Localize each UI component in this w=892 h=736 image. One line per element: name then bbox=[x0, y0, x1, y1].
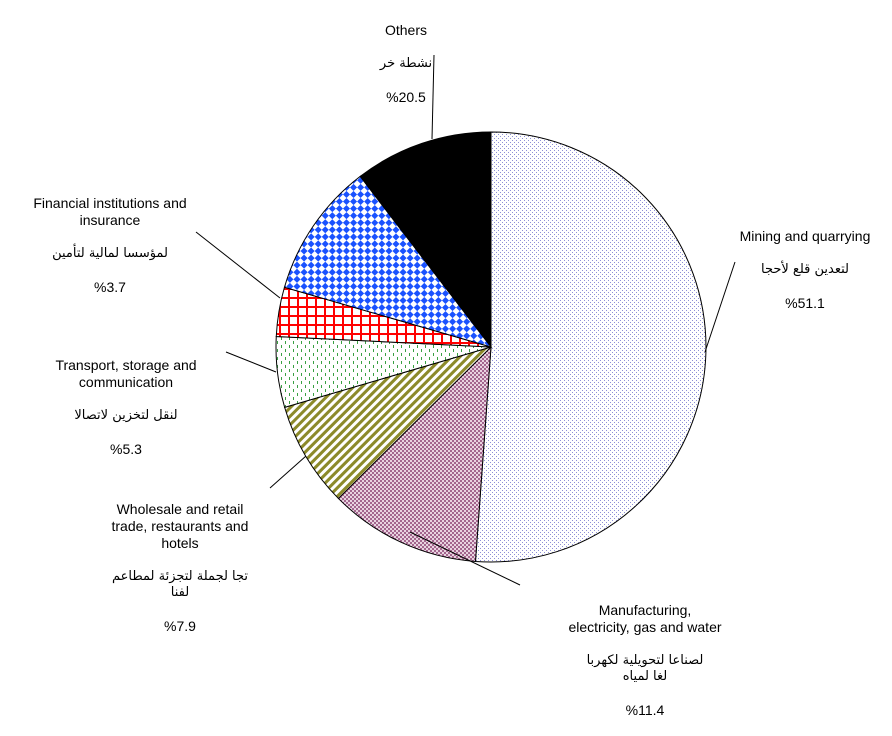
slice-blue bbox=[283, 175, 493, 348]
label-ar: لمؤسسا لمالية لتأمين bbox=[52, 246, 168, 261]
leader-line-1 bbox=[409, 531, 521, 586]
slice-others bbox=[359, 131, 492, 349]
label-percent: %11.4 bbox=[625, 702, 665, 718]
slice-label-wholesale: Wholesale and retail trade, restaurants … bbox=[80, 484, 280, 652]
label-percent: %20.5 bbox=[386, 89, 426, 105]
label-en: Transport, storage and communication bbox=[55, 357, 197, 390]
slice-label-transport: Transport, storage and communication لنق… bbox=[26, 340, 226, 475]
pie-slices bbox=[275, 131, 707, 563]
label-en: Manufacturing, electricity, gas and wate… bbox=[568, 602, 722, 635]
leader-line-4 bbox=[195, 231, 281, 299]
label-en: Financial institutions and insurance bbox=[33, 195, 187, 228]
label-ar: تجا لجملة لتجزئة لمطاعم لفنا bbox=[111, 569, 249, 600]
label-ar: نشطة خر bbox=[379, 56, 433, 71]
slice-mining bbox=[474, 131, 707, 563]
label-ar: لصناعا لتحويلية لكهربا لغا لمياه bbox=[586, 653, 704, 684]
slice-manufacturing bbox=[337, 345, 492, 562]
slice-label-others: Others نشطة خر %20.5 bbox=[334, 5, 478, 123]
leader-lines bbox=[195, 54, 736, 586]
slice-label-financial: Financial institutions and insurance لمؤ… bbox=[4, 178, 216, 313]
label-ar: لتعدين قلع لأحجا bbox=[761, 262, 849, 277]
leader-line-2 bbox=[269, 455, 307, 489]
label-percent: %51.1 bbox=[785, 295, 825, 311]
label-ar: لنقل لتخزين لاتصالا bbox=[74, 408, 178, 423]
leader-line-6 bbox=[431, 54, 435, 140]
label-percent: %3.7 bbox=[94, 279, 126, 295]
label-en: Wholesale and retail trade, restaurants … bbox=[111, 501, 249, 551]
slice-label-manufacturing: Manufacturing, electricity, gas and wate… bbox=[515, 585, 775, 736]
slice-label-mining: Mining and quarrying لتعدين قلع لأحجا %5… bbox=[718, 211, 892, 329]
label-percent: %7.9 bbox=[164, 618, 196, 634]
leader-line-3 bbox=[225, 351, 277, 373]
label-percent: %5.3 bbox=[110, 441, 142, 457]
label-en: Others bbox=[384, 22, 427, 38]
leader-line-0 bbox=[704, 261, 736, 353]
pie-chart bbox=[195, 54, 736, 586]
label-en: Mining and quarrying bbox=[739, 228, 871, 244]
